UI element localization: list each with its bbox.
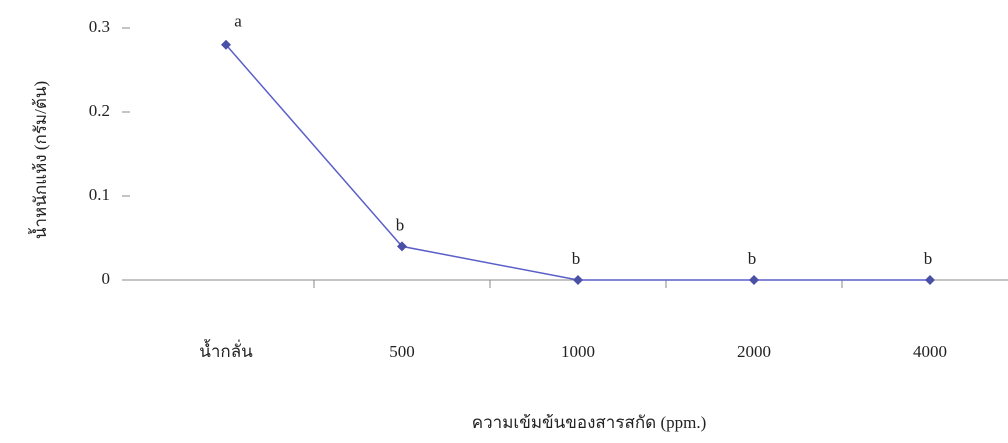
- x-tick-label: 1000: [561, 342, 595, 361]
- point: [397, 241, 407, 252]
- point: [573, 275, 583, 285]
- point: [925, 275, 935, 285]
- significance-letter: b: [396, 215, 405, 234]
- x-tick-label: 2000: [737, 342, 771, 361]
- significance-letter: b: [748, 249, 757, 268]
- y-tick-label: 0.2: [89, 101, 110, 120]
- point: [221, 39, 231, 50]
- significance-letter: b: [572, 249, 581, 268]
- line: [225, 44, 930, 281]
- x-tick-label: น้ำกลั่น: [199, 339, 253, 361]
- y-tick-label: 0: [102, 269, 111, 288]
- y-axis-title: น้ำหนักแห้ง (กรัม/ต้น): [28, 81, 50, 239]
- significance-letter: b: [924, 249, 933, 268]
- x-tick-label: 500: [389, 342, 415, 361]
- y-tick-label: 0.3: [89, 17, 110, 36]
- x-tick-label: 4000: [913, 342, 947, 361]
- point: [749, 275, 759, 285]
- significance-letter: a: [234, 12, 242, 31]
- y-tick-label: 0.1: [89, 185, 110, 204]
- x-axis-title: ความเข้มข้นของสารสกัด (ppm.): [472, 413, 707, 432]
